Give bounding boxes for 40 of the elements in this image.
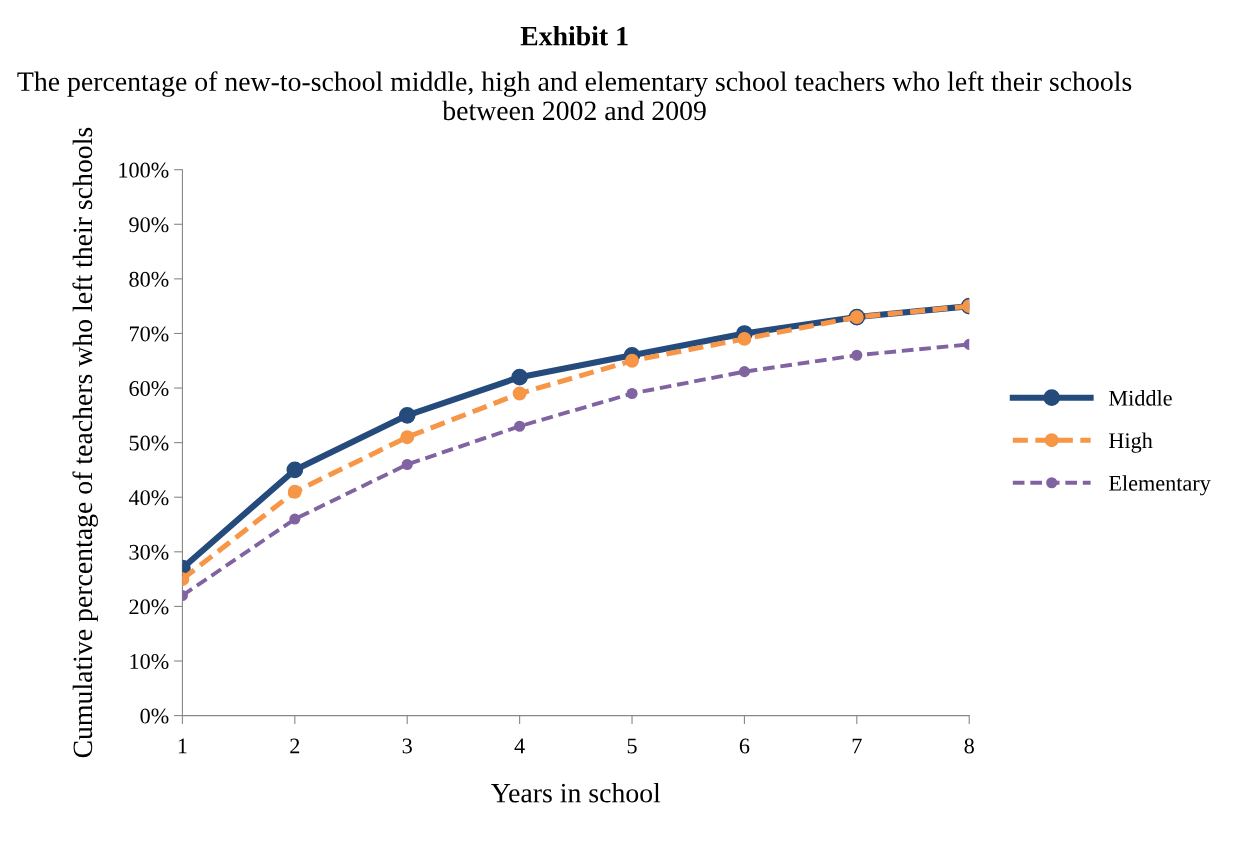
legend-label: High [1109, 432, 1153, 453]
point [626, 387, 638, 400]
y-tick-label: 90% [129, 217, 169, 233]
x-tick-label: 2 [290, 738, 300, 754]
point [514, 420, 526, 432]
x-tick-label: 6 [739, 738, 750, 754]
legend-label: Middle [1109, 390, 1172, 406]
point [737, 331, 752, 346]
x-tick-label: 3 [402, 738, 412, 754]
y-tick-label: 40% [128, 490, 169, 506]
point [511, 368, 528, 386]
y-axis-title: Cumulative percentage of teachers who left their schools [72, 127, 98, 758]
chart-subtitle: The percentage of new-to-school middle, high and elementary school teachers who left their schools between 2002 and 2009 [17, 71, 1132, 121]
y-tick-label: 100% [119, 162, 169, 178]
point [851, 349, 863, 361]
point [400, 430, 415, 445]
point [625, 353, 639, 368]
point [289, 513, 301, 525]
y-tick-label: 20% [129, 599, 169, 615]
y-tick-label: 70% [129, 326, 169, 342]
x-tick-label: 5 [627, 738, 637, 754]
x-tick-label: 8 [964, 738, 974, 754]
point [738, 366, 750, 378]
point [398, 407, 416, 424]
y-tick-label: 80% [129, 271, 169, 287]
x-tick-label: 1 [178, 738, 187, 754]
y-tick-label: 60% [129, 380, 169, 397]
legend-label: Elementary [1109, 475, 1211, 496]
y-tick-label: 0% [140, 708, 169, 724]
x-axis-title: Years in school [491, 782, 661, 803]
point [401, 458, 413, 471]
point [512, 386, 527, 401]
x-tick-label: 7 [852, 738, 862, 754]
y-tick-label: 30% [129, 544, 169, 560]
point [287, 484, 302, 499]
point [286, 461, 304, 479]
y-tick-label: 10% [130, 653, 169, 670]
chart-title: Exhibit 1 [520, 25, 628, 46]
y-tick-label: 50% [129, 435, 169, 451]
x-tick-label: 4 [514, 738, 525, 754]
